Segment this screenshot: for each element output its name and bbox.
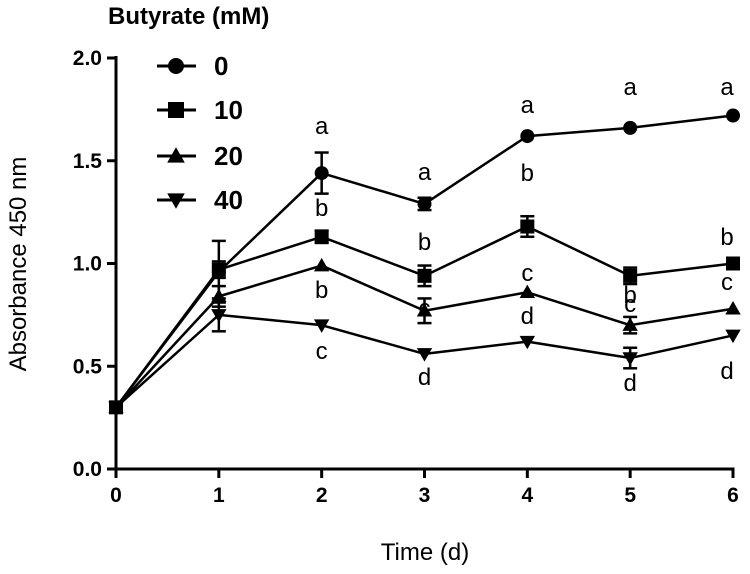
- data-point: [313, 319, 330, 333]
- data-point: [417, 268, 432, 283]
- series-40-mM: [108, 297, 741, 416]
- legend-label: 0: [214, 51, 228, 81]
- y-tick-label: 1.5: [73, 150, 103, 173]
- data-point: [725, 329, 741, 344]
- x-tick-label: 6: [727, 484, 739, 507]
- data-point: [519, 335, 536, 350]
- y-axis-title: Absorbance 450 nm: [5, 157, 32, 372]
- significance-letter: b: [623, 282, 636, 309]
- significance-letter: c: [419, 295, 431, 322]
- data-point: [314, 166, 329, 181]
- legend-marker: [167, 193, 185, 209]
- data-point: [108, 401, 124, 416]
- data-point: [314, 229, 329, 244]
- significance-letter: d: [521, 303, 534, 330]
- significance-letter: c: [521, 260, 533, 287]
- significance-letter: a: [521, 92, 535, 119]
- data-point: [211, 309, 227, 323]
- significance-letter: b: [315, 277, 328, 304]
- significance-letter: d: [720, 358, 733, 385]
- data-point: [416, 348, 433, 362]
- data-point: [623, 268, 638, 283]
- legend-marker: [167, 147, 185, 163]
- data-point: [726, 108, 740, 123]
- significance-letter: a: [418, 159, 432, 186]
- significance-letter: d: [623, 370, 636, 397]
- x-tick-label: 1: [213, 484, 225, 507]
- data-point: [622, 352, 638, 366]
- y-tick-label: 2.0: [73, 47, 102, 70]
- legend-label: 40: [214, 185, 243, 215]
- significance-letter: c: [624, 291, 636, 318]
- legend-marker: [168, 102, 184, 118]
- data-point: [725, 301, 741, 315]
- significance-letter: d: [418, 364, 431, 391]
- x-tick-label: 5: [624, 484, 636, 507]
- data-point: [417, 196, 432, 211]
- y-tick-label: 0.0: [73, 458, 102, 481]
- data-point: [211, 262, 226, 277]
- significance-letter: c: [721, 269, 733, 296]
- significance-letter: a: [720, 74, 734, 101]
- significance-letter: b: [418, 229, 431, 256]
- data-point: [520, 219, 535, 234]
- data-point: [623, 120, 638, 135]
- data-point: [726, 256, 740, 271]
- x-tick-label: 2: [316, 484, 328, 507]
- series-10-mM: [109, 214, 740, 415]
- data-point: [313, 257, 330, 272]
- x-axis-title: Time (d): [381, 539, 469, 566]
- legend-label: 20: [214, 141, 243, 171]
- significance-letter: c: [316, 338, 328, 365]
- significance-letter: b: [720, 224, 733, 251]
- significance-letter: a: [623, 74, 637, 101]
- series-20-mM: [108, 257, 741, 414]
- data-point: [622, 317, 638, 331]
- legend-marker: [168, 58, 184, 74]
- data-point: [520, 129, 535, 144]
- significance-letter: b: [521, 160, 534, 187]
- data-point: [519, 284, 536, 299]
- x-tick-label: 4: [521, 484, 533, 507]
- significance-letter: a: [315, 113, 329, 140]
- data-point: [416, 303, 433, 317]
- x-tick-label: 0: [110, 484, 122, 507]
- y-tick-label: 1.0: [73, 253, 102, 276]
- significance-letter: b: [315, 195, 328, 222]
- x-tick-label: 3: [419, 484, 431, 507]
- legend-title: Butyrate (mM): [108, 3, 269, 30]
- legend-label: 10: [214, 95, 243, 125]
- y-tick-label: 0.5: [73, 355, 103, 378]
